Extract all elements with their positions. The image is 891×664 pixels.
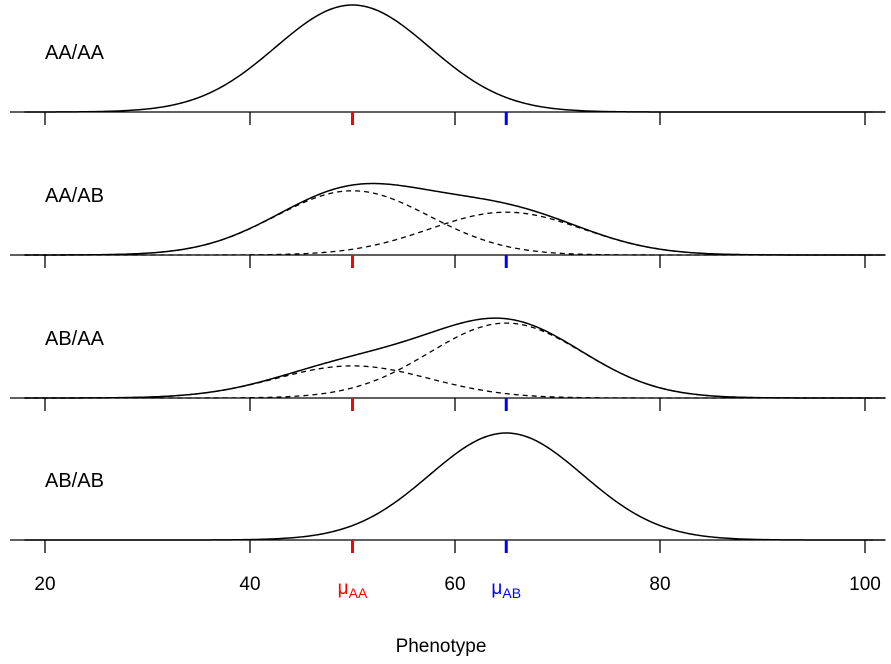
panel-aa-ab: AA/AB	[10, 182, 886, 268]
panel-label: AB/AB	[45, 470, 104, 492]
panel-ab-aa: AB/AA	[10, 317, 886, 411]
x-tick-label: 40	[239, 574, 260, 595]
mixture-density-curve	[24, 182, 886, 256]
component-curve-mean-50	[24, 190, 886, 256]
x-tick-label: 60	[444, 574, 465, 595]
x-tick-label: 100	[849, 574, 881, 595]
panel-label: AA/AB	[45, 185, 104, 207]
x-tick-label: 20	[34, 574, 55, 595]
component-curve-mean-65	[24, 211, 886, 256]
mixture-density-curve	[24, 4, 886, 113]
x-tick-label: 80	[649, 574, 670, 595]
x-axis-title: Phenotype	[396, 636, 487, 657]
component-curve-mean-65	[24, 322, 886, 399]
panel-ab-ab: AB/AB	[10, 432, 886, 553]
mixture-density-curve	[24, 317, 886, 399]
panel-aa-aa: AA/AA	[10, 4, 886, 125]
panel-label: AB/AA	[45, 328, 105, 350]
x-axis: 20 40 60 80 100 μAA μAB	[34, 574, 880, 601]
mean-label-aa: μAA	[338, 578, 368, 601]
panels-layer: AA/AA AA/AB AB/AA AB/AB	[10, 4, 886, 553]
mean-label-ab: μAB	[491, 578, 521, 601]
mixture-density-curve	[24, 432, 886, 541]
component-curve-mean-50	[24, 365, 886, 399]
panel-label: AA/AA	[45, 42, 105, 64]
